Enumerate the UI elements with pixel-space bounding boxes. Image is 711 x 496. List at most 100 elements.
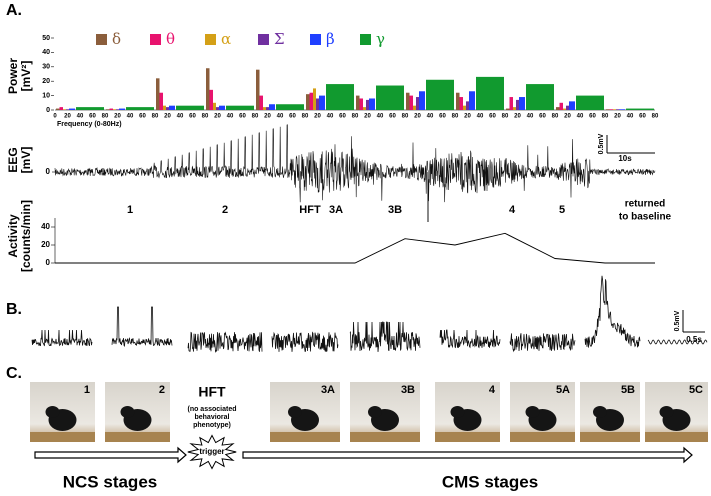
x-tick-label: 40	[277, 114, 284, 120]
bar	[119, 108, 125, 110]
bar	[366, 99, 369, 110]
x-tick-label: 80	[252, 114, 259, 120]
x-tick-label: 20	[264, 114, 271, 120]
panel-label: C.	[6, 365, 22, 382]
bar	[309, 92, 313, 110]
bar	[266, 107, 269, 110]
mouse-head	[525, 406, 540, 418]
bar	[463, 105, 466, 110]
bar	[606, 109, 610, 110]
bar	[376, 85, 404, 110]
bar	[156, 78, 160, 110]
bar	[626, 108, 654, 110]
x-tick-label: 60	[389, 114, 396, 120]
eeg-snippet	[509, 333, 576, 353]
bar	[556, 107, 560, 110]
bar	[319, 95, 325, 110]
eeg-snippet	[31, 329, 93, 347]
x-tick-label: 60	[289, 114, 296, 120]
x-tick-label: 60	[589, 114, 596, 120]
bar	[409, 95, 413, 110]
bedding	[510, 432, 575, 442]
stage-label: 5	[559, 204, 565, 216]
bar	[513, 107, 516, 110]
bar	[116, 109, 119, 110]
x-tick-label: 80	[302, 114, 309, 120]
legend-swatch	[205, 34, 216, 45]
x-tick-label: 40	[427, 114, 434, 120]
legend-label: γ	[376, 30, 385, 48]
hft-title: HFT	[198, 384, 226, 400]
eeg-snippet	[187, 331, 263, 353]
legend-swatch	[96, 34, 107, 45]
x-tick-label: 80	[402, 114, 409, 120]
bar	[476, 76, 504, 110]
mouse-head	[659, 406, 674, 418]
hft-note: (no associated	[187, 406, 236, 413]
bar	[356, 95, 360, 110]
bar	[363, 107, 366, 110]
legend-swatch	[310, 34, 321, 45]
trigger-star	[187, 434, 237, 470]
y-tick-label: 20	[41, 240, 50, 249]
photo-label: 4	[489, 384, 496, 396]
x-tick-label: 60	[139, 114, 146, 120]
bar	[519, 97, 525, 110]
photo-label: 2	[159, 384, 165, 396]
bar	[206, 68, 210, 110]
mouse-head	[593, 406, 607, 418]
stage-label: 1	[127, 204, 133, 216]
y-tick-label: 0	[46, 167, 51, 176]
eeg-snippet	[647, 339, 708, 345]
bar	[259, 95, 263, 110]
bar	[66, 109, 69, 110]
bar	[619, 109, 625, 110]
x-tick-label: 40	[627, 114, 634, 120]
x-tick-label: 80	[152, 114, 159, 120]
x-tick-label: 80	[202, 114, 209, 120]
y-axis-label: Power	[6, 58, 20, 94]
bar	[516, 99, 519, 110]
mouse-head	[368, 406, 382, 418]
bar	[416, 97, 419, 110]
legend-label: Σ	[274, 30, 285, 48]
mouse-head	[45, 406, 60, 418]
bedding	[580, 432, 640, 442]
x-tick-label: 80	[352, 114, 359, 120]
legend-label: δ	[112, 30, 121, 48]
photo-label: 1	[84, 384, 90, 396]
stage-arrow	[242, 446, 693, 464]
y-axis-label: [mV]	[19, 147, 33, 174]
bar	[576, 95, 604, 110]
x-tick-label: 60	[89, 114, 96, 120]
bar	[509, 97, 513, 110]
x-tick-label: 60	[339, 114, 346, 120]
x-tick-label: 40	[327, 114, 334, 120]
mouse-head	[288, 406, 302, 418]
hft-note: phenotype)	[193, 422, 231, 429]
bar	[369, 98, 375, 110]
legend-label: α	[221, 30, 231, 48]
bar	[569, 101, 575, 110]
bar	[126, 107, 154, 110]
x-tick-label: 80	[452, 114, 459, 120]
x-tick-label: 20	[464, 114, 471, 120]
bar	[609, 109, 613, 110]
x-tick-label: 60	[539, 114, 546, 120]
x-tick-label: 40	[127, 114, 134, 120]
x-axis-label: Frequency (0-80Hz)	[57, 121, 122, 128]
x-tick-label: 80	[102, 114, 109, 120]
bedding	[30, 432, 95, 442]
x-tick-label: 60	[439, 114, 446, 120]
x-tick-label: 20	[614, 114, 621, 120]
eeg-snippet	[584, 275, 641, 348]
bar	[176, 105, 204, 110]
x-tick-label: 20	[164, 114, 171, 120]
bar	[169, 105, 175, 110]
x-tick-label: 60	[639, 114, 646, 120]
scale-label: 0.5mV	[598, 133, 605, 154]
bar	[256, 69, 260, 110]
x-tick-label: 80	[502, 114, 509, 120]
scale-label: 0.5s	[686, 335, 702, 344]
